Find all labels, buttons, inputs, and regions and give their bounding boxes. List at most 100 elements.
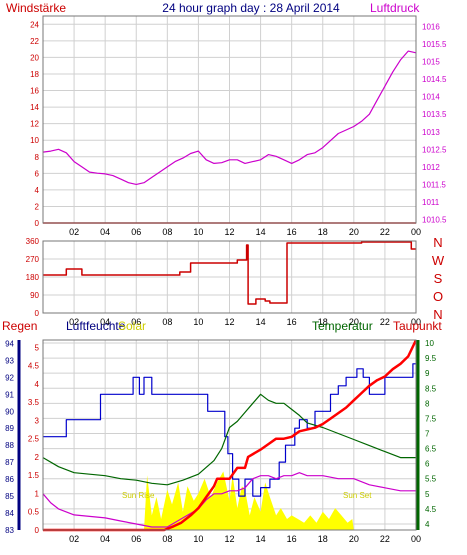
compass-label: W [432, 253, 445, 268]
temperatur-tick-label: 8 [425, 399, 430, 408]
compass-label: O [433, 289, 443, 304]
luftdruck-tick-label: 1014.5 [422, 75, 447, 84]
regen-tick-label: 2.5 [28, 435, 40, 444]
windrichtung-tick-label: 270 [26, 255, 40, 264]
panel1-x-tick-label: 12 [224, 227, 234, 237]
temperatur-tick-label: 4.5 [425, 505, 437, 514]
regen-tick-label: 3.5 [28, 398, 40, 407]
luftfeuchte-tick-label: 90 [5, 407, 14, 416]
luftfeuchte-tick-label: 87 [5, 458, 14, 467]
windstaerke-tick-label: 10 [30, 136, 39, 145]
luftfeuchte-tick-label: 83 [5, 526, 14, 535]
panel2-x-tick-label: 14 [256, 317, 266, 327]
luftdruck-tick-label: 1011 [422, 198, 440, 207]
panel3-frame [42, 339, 417, 531]
panel1-x-tick-label: 02 [69, 227, 79, 237]
sun-rise-annotation: Sun Rise [122, 491, 155, 500]
luftfeuchte-label: Luftfeuchte [66, 319, 126, 333]
windrichtung-tick-label: 180 [26, 273, 40, 282]
panel1-x-tick-label: 06 [131, 227, 141, 237]
windstaerke-tick-label: 6 [35, 169, 40, 178]
luftdruck-tick-label: 1011.5 [422, 180, 446, 189]
windstaerke-tick-label: 22 [30, 37, 39, 46]
panel2-x-tick-label: 00 [411, 317, 421, 327]
regen-tick-label: 0 [35, 526, 40, 535]
luftdruck-tick-label: 1012.5 [422, 145, 447, 154]
luftfeuchte-tick-label: 91 [5, 390, 14, 399]
luftdruck-tick-label: 1016 [422, 23, 440, 32]
panel1-x-tick-label: 20 [349, 227, 359, 237]
panel1-x-tick-label: 10 [193, 227, 203, 237]
regen-tick-label: 4 [35, 380, 40, 389]
luftfeuchte-tick-label: 89 [5, 424, 14, 433]
regen-label: Regen [2, 319, 37, 333]
panel1-x-tick-label: 00 [411, 227, 421, 237]
windstaerke-tick-label: 18 [30, 70, 39, 79]
panel2-x-tick-label: 20 [349, 317, 359, 327]
series-line-regen [43, 339, 418, 532]
windstaerke-tick-label: 16 [30, 87, 39, 96]
temperatur-tick-label: 4 [425, 520, 430, 529]
series-line-windrichtung [43, 241, 416, 305]
series-area-solar [43, 471, 416, 530]
compass-label: N [433, 307, 442, 322]
regen-tick-label: 4.5 [28, 362, 40, 371]
luftdruck-tick-label: 1015.5 [422, 40, 447, 49]
panel1-x-tick-label: 04 [100, 227, 110, 237]
windstaerke-tick-label: 14 [30, 103, 39, 112]
temperatur-label: Temperatur [312, 319, 373, 333]
luftdruck-tick-label: 1015 [422, 58, 440, 67]
windstaerke-tick-label: 24 [30, 20, 39, 29]
panel3-x-tick-label: 06 [131, 534, 141, 544]
luftfeuchte-tick-label: 86 [5, 475, 14, 484]
windstaerke-label: Windstärke [6, 1, 66, 15]
panel1-x-tick-label: 14 [256, 227, 266, 237]
luftfeuchte-tick-label: 93 [5, 356, 14, 365]
temperatur-tick-label: 9 [425, 369, 430, 378]
luftdruck-tick-label: 1014 [422, 93, 440, 102]
regen-tick-label: 0.5 [28, 508, 40, 517]
temperatur-tick-label: 5.5 [425, 475, 437, 484]
panel3-x-tick-label: 12 [224, 534, 234, 544]
windstaerke-tick-label: 8 [35, 153, 40, 162]
compass-label: N [433, 235, 442, 250]
panel3-x-tick-label: 00 [411, 534, 421, 544]
regen-tick-label: 1 [35, 489, 40, 498]
panel2-x-tick-label: 12 [224, 317, 234, 327]
panel3-x-tick-label: 10 [193, 534, 203, 544]
panel3-x-tick-label: 18 [318, 534, 328, 544]
temperatur-tick-label: 10 [425, 339, 434, 348]
tick-labels: 02 04 06 08 10 12 14 16 18 20 22 000246810121416182… [5, 20, 447, 544]
windstaerke-tick-label: 4 [35, 186, 40, 195]
temperatur-tick-label: 6 [425, 460, 430, 469]
windstaerke-tick-label: 0 [35, 219, 40, 228]
luftdruck-label: Luftdruck [370, 1, 420, 15]
panel3-x-tick-label: 14 [256, 534, 266, 544]
compass-label: S [434, 271, 443, 286]
windrichtung-tick-label: 90 [30, 291, 39, 300]
sun-set-annotation: Sun Set [343, 491, 372, 500]
panel3-x-tick-label: 02 [69, 534, 79, 544]
windrichtung-tick-label: 360 [26, 237, 40, 246]
panel2-x-tick-label: 10 [193, 317, 203, 327]
panel2-x-tick-label: 08 [162, 317, 172, 327]
panel2-x-tick-label: 18 [318, 317, 328, 327]
taupunkt-label: Taupunkt [393, 319, 442, 333]
series-line-luftdruck [42, 50, 417, 185]
panel3-x-tick-label: 16 [287, 534, 297, 544]
luftdruck-tick-label: 1013 [422, 128, 440, 137]
luftfeuchte-tick-label: 88 [5, 441, 14, 450]
panel2-x-tick-label: 16 [287, 317, 297, 327]
panel1-x-tick-label: 22 [380, 227, 390, 237]
luftfeuchte-tick-label: 84 [5, 509, 14, 518]
regen-tick-label: 1.5 [28, 471, 40, 480]
regen-tick-label: 3 [35, 416, 40, 425]
temperatur-tick-label: 7.5 [425, 414, 437, 423]
panel2-x-tick-label: 22 [380, 317, 390, 327]
regen-tick-label: 5 [35, 343, 40, 352]
panel2-x-tick-label: 02 [69, 317, 79, 327]
luftfeuchte-tick-label: 85 [5, 492, 14, 501]
temperatur-tick-label: 7 [425, 429, 430, 438]
panel1-x-tick-label: 16 [287, 227, 297, 237]
